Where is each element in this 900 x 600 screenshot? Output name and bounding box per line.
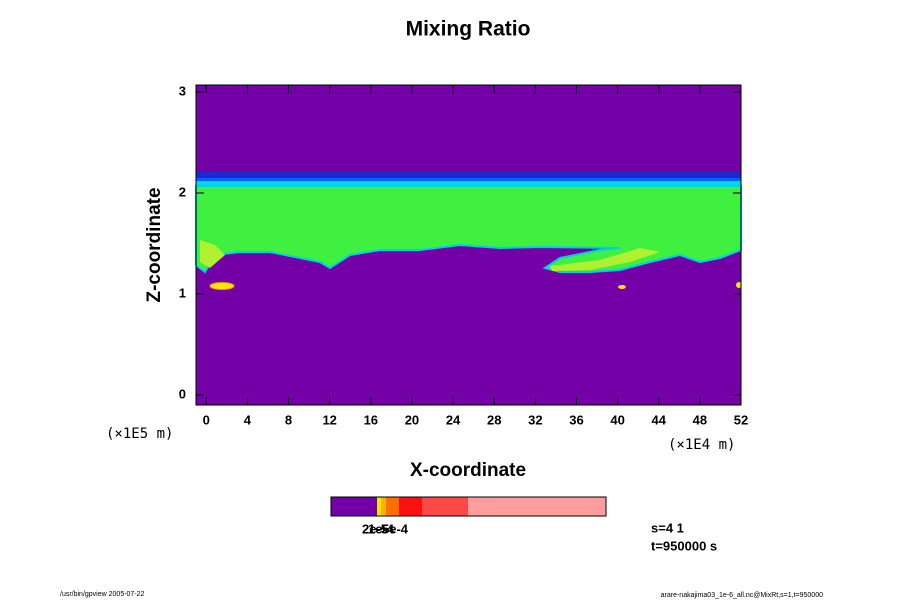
x-unit: (×1E4 m) [668,437,735,453]
colorbar [330,496,607,517]
x-tick-label: 16 [364,412,378,427]
x-tick-label: 32 [528,412,542,427]
colorbar-label: 2e-5 [362,521,388,536]
x-tick-label: 48 [693,412,707,427]
x-tick-label: 36 [569,412,583,427]
y-tick-label: 2 [179,184,186,199]
y-tick-label: 1 [179,285,186,300]
x-tick-label: 0 [203,412,210,427]
colorbar-label: 5e-4 [382,521,409,536]
y-unit: (×1E5 m) [106,426,173,442]
x-axis-title: X-coordinate [410,460,526,481]
x-tick-label: 28 [487,412,501,427]
x-tick-label: 40 [610,412,624,427]
x-tick-label: 24 [446,412,461,427]
colorbar-label: 1e-4 [368,521,395,536]
x-tick-label: 4 [244,412,252,427]
footer: arare-nakajima03_1e-6_all.nc@MixRt,s=1,t… [661,592,823,599]
x-tick-label: 44 [652,412,667,427]
y-tick-label: 3 [179,84,186,99]
footer: /usr/bin/gpview 2005-07-22 [60,591,145,598]
annotation: t=950000 s [651,538,717,553]
x-tick-label: 12 [322,412,336,427]
annotation: s=4 1 [651,520,684,535]
chart-title: Mixing Ratio [406,18,531,41]
contour-field [195,85,742,405]
plot-frame [195,84,742,406]
x-tick-label: 20 [405,412,419,427]
x-tick-label: 8 [285,412,292,427]
x-tick-label: 52 [734,412,748,427]
y-axis-title: Z-coordinate [144,187,165,302]
y-tick-label: 0 [179,386,186,401]
